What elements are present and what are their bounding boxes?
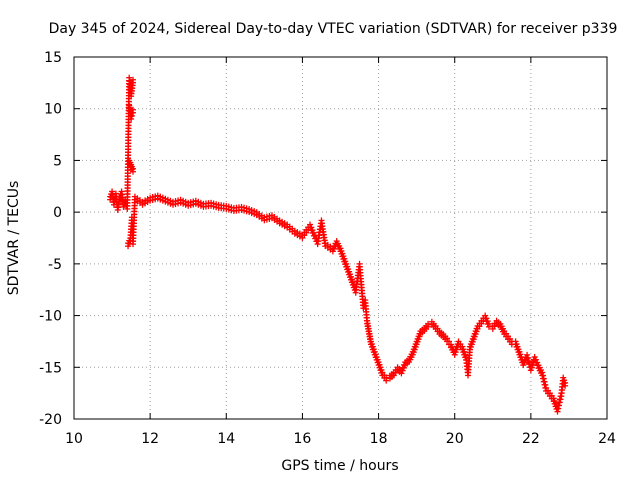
- y-tick-label: -10: [39, 309, 62, 325]
- data-point: [130, 79, 137, 86]
- data-point: [555, 405, 562, 412]
- x-tick-label: 24: [598, 431, 616, 447]
- data-point: [557, 396, 564, 403]
- data-point: [399, 367, 406, 374]
- x-tick-label: 20: [446, 431, 464, 447]
- y-tick-label: -15: [39, 360, 62, 376]
- data-point: [485, 323, 492, 330]
- x-tick-label: 12: [141, 431, 159, 447]
- plot-frame: [73, 56, 608, 420]
- axis-ticks: [73, 56, 608, 420]
- y-tick-label: 0: [53, 205, 62, 221]
- y-tick-label: 10: [44, 102, 62, 118]
- grid-lines: [74, 57, 607, 419]
- x-tick-label: 18: [370, 431, 388, 447]
- x-tick-labels: 10 12 14 16 18 20 22 24: [65, 431, 616, 447]
- data-point: [554, 408, 561, 415]
- y-tick-label: 15: [44, 50, 62, 66]
- x-tick-label: 22: [522, 431, 540, 447]
- y-tick-label: -5: [48, 257, 62, 273]
- data-point: [425, 323, 432, 330]
- x-tick-label: 10: [65, 431, 83, 447]
- data-point: [556, 399, 563, 406]
- x-tick-label: 14: [217, 431, 235, 447]
- data-point: [556, 402, 563, 409]
- data-points: [107, 74, 569, 415]
- y-tick-label: -20: [39, 412, 62, 428]
- y-axis-label: SDTVAR / TECUs: [6, 181, 22, 296]
- data-point: [128, 115, 135, 122]
- chart-title: Day 345 of 2024, Sidereal Day-to-day VTE…: [49, 21, 618, 37]
- data-point: [400, 364, 407, 371]
- data-point: [130, 168, 137, 175]
- x-axis-label: GPS time / hours: [281, 458, 398, 474]
- y-tick-label: 5: [53, 153, 62, 169]
- y-tick-labels: 15 10 5 0 -5 -10 -15 -20: [39, 50, 62, 428]
- x-tick-label: 16: [294, 431, 312, 447]
- data-point: [128, 112, 135, 119]
- data-point: [383, 377, 390, 384]
- data-point: [130, 109, 137, 116]
- data-point: [398, 370, 405, 377]
- data-point: [562, 382, 569, 389]
